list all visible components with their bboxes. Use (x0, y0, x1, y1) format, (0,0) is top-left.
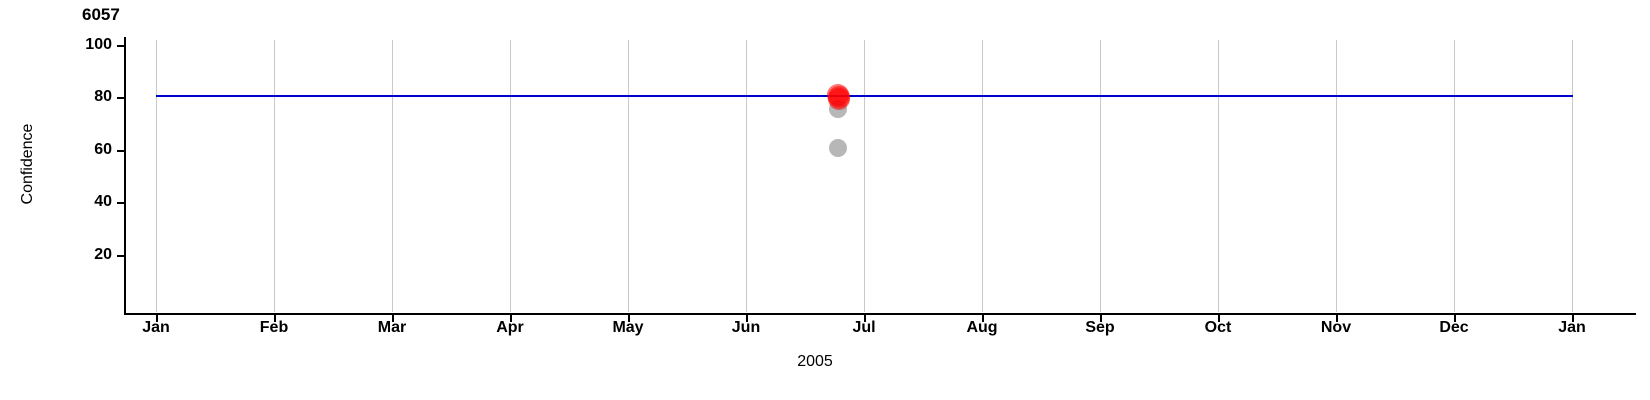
y-axis-line (124, 37, 126, 315)
y-tick-label-20: 20 (94, 246, 112, 263)
x-tick-mark-sep (1100, 315, 1102, 322)
x-axis-title: 2005 (797, 353, 833, 370)
x-tick-label-apr: Apr (496, 319, 524, 336)
x-tick-label-jun: Jun (731, 319, 761, 336)
data-point-flagged (828, 88, 850, 110)
x-tick-mark-feb (274, 315, 276, 322)
data-point-normal (829, 139, 847, 157)
gridline-apr (510, 40, 511, 312)
gridline-jun (746, 40, 747, 312)
y-tick-label-100: 100 (85, 36, 112, 53)
gridline-jan-2 (1572, 40, 1573, 312)
y-tick-label-60: 60 (94, 141, 112, 158)
x-tick-mark-apr (510, 315, 512, 322)
gridline-jul (864, 40, 865, 312)
x-tick-label-jan-2: Jan (1558, 319, 1586, 336)
y-tick-label-40: 40 (94, 193, 112, 210)
y-tick-mark-20 (117, 255, 124, 257)
gridline-may (628, 40, 629, 312)
x-tick-mark-jun (746, 315, 748, 322)
gridline-mar (392, 40, 393, 312)
x-tick-mark-mar (392, 315, 394, 322)
x-tick-label-jul: Jul (852, 319, 876, 336)
x-tick-label-jan-1: Jan (142, 319, 170, 336)
chart-title: 6057 (82, 5, 120, 24)
y-axis-title: Confidence (19, 123, 36, 205)
x-tick-label-oct: Oct (1204, 319, 1232, 336)
x-tick-label-feb: Feb (259, 319, 289, 336)
x-tick-label-sep: Sep (1085, 319, 1115, 336)
x-tick-mark-nov (1336, 315, 1338, 322)
x-tick-label-nov: Nov (1320, 319, 1352, 336)
x-tick-label-aug: Aug (966, 319, 998, 336)
gridline-jan-1 (156, 40, 157, 312)
x-tick-label-dec: Dec (1439, 319, 1469, 336)
x-tick-mark-jan-2 (1572, 315, 1574, 322)
gridline-oct (1218, 40, 1219, 312)
x-tick-mark-jan-1 (156, 315, 158, 322)
gridline-nov (1336, 40, 1337, 312)
x-tick-label-mar: Mar (377, 319, 407, 336)
y-tick-mark-60 (117, 150, 124, 152)
x-axis-line (124, 313, 1636, 315)
gridline-aug (982, 40, 983, 312)
gridline-dec (1454, 40, 1455, 312)
y-tick-label-80: 80 (94, 88, 112, 105)
gridline-sep (1100, 40, 1101, 312)
y-tick-mark-40 (117, 202, 124, 204)
x-tick-mark-dec (1454, 315, 1456, 322)
x-tick-mark-aug (982, 315, 984, 322)
x-tick-mark-oct (1218, 315, 1220, 322)
y-tick-mark-100 (117, 45, 124, 47)
x-tick-mark-jul (864, 315, 866, 322)
x-tick-mark-may (628, 315, 630, 322)
x-tick-label-may: May (612, 319, 644, 336)
y-tick-mark-80 (117, 97, 124, 99)
gridline-feb (274, 40, 275, 312)
confidence-threshold-line (156, 95, 1573, 97)
